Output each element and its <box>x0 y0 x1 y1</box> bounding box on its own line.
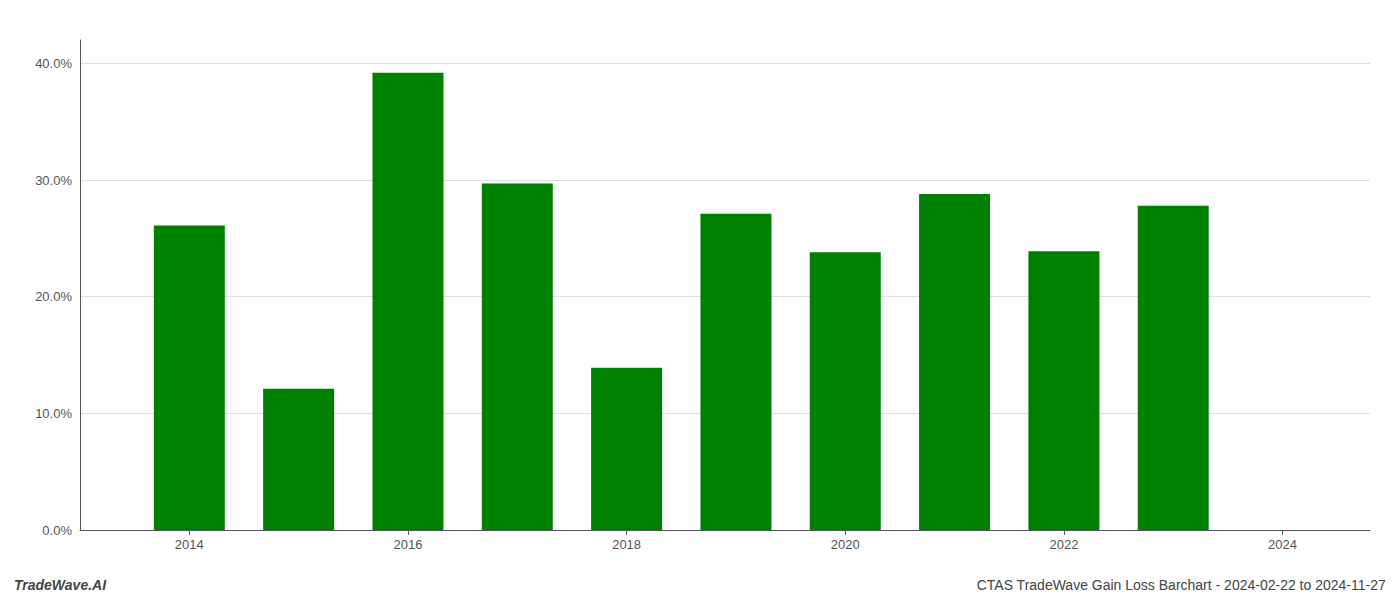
svg-text:TradeWave.AI: TradeWave.AI <box>14 577 107 593</box>
svg-text:10.0%: 10.0% <box>35 406 72 421</box>
svg-text:2014: 2014 <box>175 537 204 552</box>
svg-text:30.0%: 30.0% <box>35 173 72 188</box>
svg-text:20.0%: 20.0% <box>35 289 72 304</box>
svg-text:2018: 2018 <box>612 537 641 552</box>
svg-text:2016: 2016 <box>394 537 423 552</box>
svg-text:0.0%: 0.0% <box>42 523 72 538</box>
svg-text:CTAS TradeWave Gain Loss Barch: CTAS TradeWave Gain Loss Barchart - 2024… <box>977 577 1386 593</box>
svg-text:40.0%: 40.0% <box>35 56 72 71</box>
svg-text:2020: 2020 <box>831 537 860 552</box>
svg-text:2024: 2024 <box>1268 537 1297 552</box>
svg-text:2022: 2022 <box>1049 537 1078 552</box>
